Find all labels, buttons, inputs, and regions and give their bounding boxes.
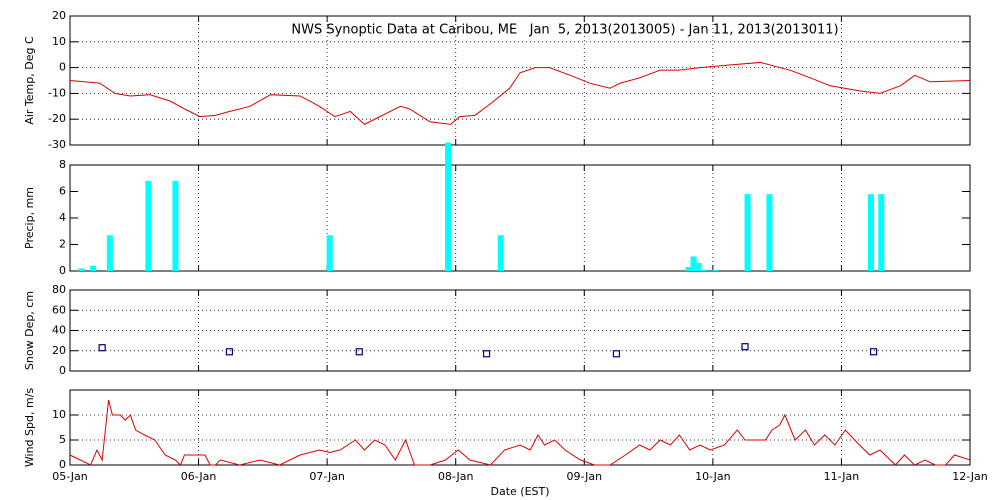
bar: [172, 180, 179, 271]
y-tick-label: 0: [59, 458, 66, 471]
bar: [685, 267, 692, 271]
point: [482, 350, 491, 358]
bar: [695, 263, 702, 271]
x-tick-label: 12-Jan: [952, 470, 988, 483]
bar: [145, 180, 152, 271]
y-tick-label: 8: [59, 158, 66, 171]
point: [741, 343, 749, 351]
x-tick-label: 07-Jan: [309, 470, 345, 483]
y-axis-label: Air Temp, Deg C: [23, 36, 36, 125]
x-tick-label: 08-Jan: [438, 470, 474, 483]
x-tick-label: 11-Jan: [824, 470, 860, 483]
bar: [690, 256, 697, 271]
y-tick-label: 0: [59, 364, 66, 377]
y-tick-label: -10: [48, 86, 66, 99]
x-tick-label: 05-Jan: [52, 470, 88, 483]
bar: [326, 235, 333, 271]
plot-frame: [69, 389, 971, 466]
bar: [868, 194, 874, 271]
bar: [700, 269, 707, 271]
y-tick-label: 6: [59, 185, 66, 198]
bar: [766, 194, 773, 271]
y-tick-label: -20: [48, 112, 66, 125]
y-tick-label: 5: [59, 433, 66, 446]
y-axis-label: Precip, mm: [23, 187, 36, 249]
chart-title: NWS Synoptic Data at Caribou, ME Jan 5, …: [291, 23, 838, 38]
bar: [712, 269, 719, 271]
y-tick-label: 20: [52, 9, 66, 22]
plot-frame: [69, 289, 971, 372]
x-tick-label: 10-Jan: [695, 470, 731, 483]
point: [355, 348, 363, 356]
plot-frame: [69, 164, 971, 272]
data-line: [69, 61, 971, 125]
y-tick-label: 0: [59, 61, 66, 74]
data-line: [69, 399, 971, 466]
y-tick-label: 10: [52, 408, 66, 421]
point: [225, 348, 234, 356]
x-tick-label: 09-Jan: [567, 470, 603, 483]
y-tick-label: 80: [52, 283, 66, 296]
y-tick-label: 20: [52, 344, 66, 357]
point: [869, 348, 878, 356]
x-axis-label: Date (EST): [490, 485, 549, 498]
y-tick-label: 2: [59, 238, 66, 251]
bar: [78, 268, 85, 271]
y-tick-label: 0: [59, 264, 66, 277]
bar: [106, 235, 113, 271]
bar: [445, 142, 451, 271]
bar: [878, 194, 885, 271]
bar: [90, 265, 97, 271]
bar: [744, 194, 751, 271]
bar: [497, 235, 504, 271]
y-tick-label: 4: [59, 211, 66, 224]
x-tick-label: 06-Jan: [181, 470, 217, 483]
y-tick-label: 10: [52, 35, 66, 48]
point: [612, 350, 621, 358]
y-tick-label: 40: [52, 324, 66, 337]
y-tick-label: 60: [52, 303, 66, 316]
y-tick-label: -30: [48, 138, 66, 151]
y-axis-label: Snow Dep, cm: [23, 291, 36, 370]
point: [98, 344, 106, 352]
y-axis-label: Wind Spd, m/s: [23, 388, 36, 468]
